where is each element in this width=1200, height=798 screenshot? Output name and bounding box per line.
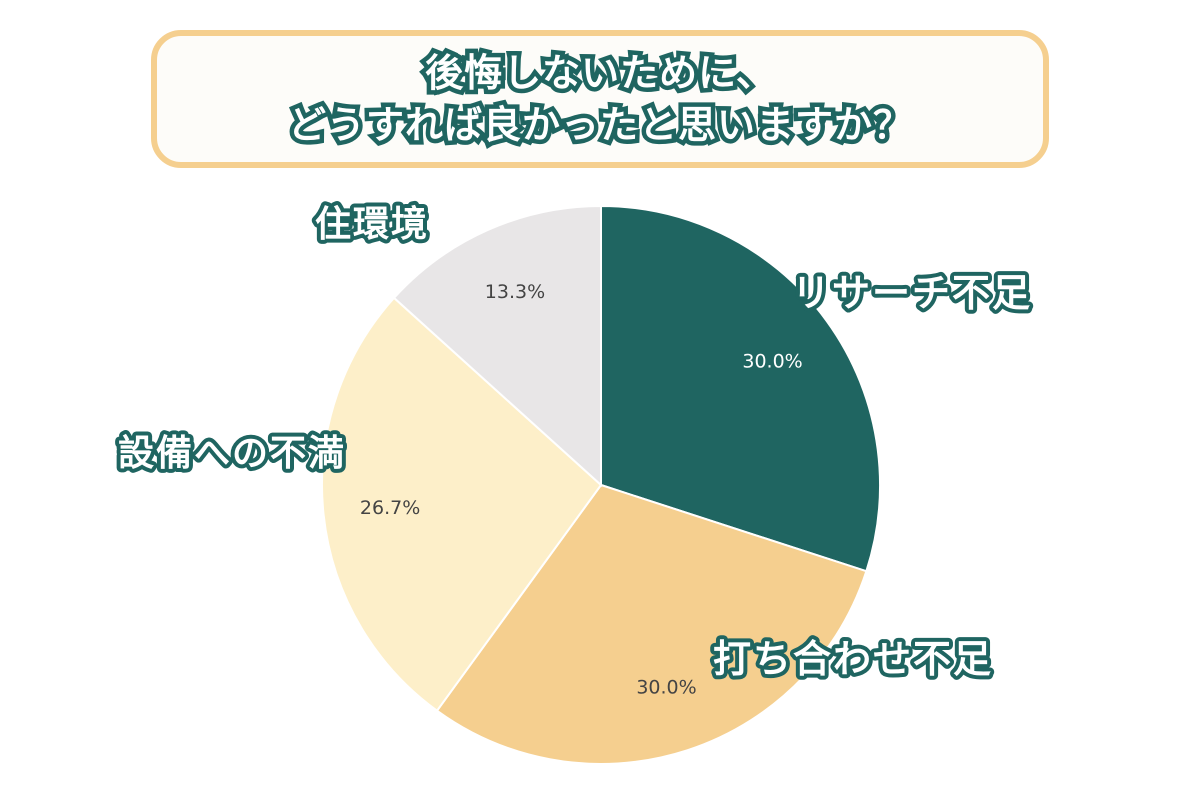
pie-slice-equipment [321, 296, 603, 713]
value-labels: 30.0% 30.0% 26.7% 13.3% [360, 281, 803, 698]
pie-slice-research [600, 204, 881, 573]
category-label-equipment: 設備への不満 [118, 433, 346, 474]
pie-slice-living-environment [392, 204, 602, 488]
value-label-living-environment: 13.3% [485, 281, 545, 303]
pie-slices [321, 204, 881, 765]
pie-slice-meeting [435, 483, 868, 765]
title-line-1: 後悔しないために、 [421, 47, 779, 100]
category-label-living-environment: 住環境 [315, 204, 429, 245]
category-label-research: リサーチ不足 [792, 271, 1032, 315]
title-line-2: どうすれば良かったと思いますか？ [283, 99, 915, 152]
value-label-research: 30.0% [742, 350, 802, 372]
category-label-meeting: 打ち合わせ不足 [713, 637, 993, 681]
value-label-meeting: 30.0% [636, 677, 696, 699]
value-label-equipment: 26.7% [360, 497, 420, 519]
title-box: 後悔しないために、 どうすれば良かったと思いますか？ [151, 30, 1049, 168]
